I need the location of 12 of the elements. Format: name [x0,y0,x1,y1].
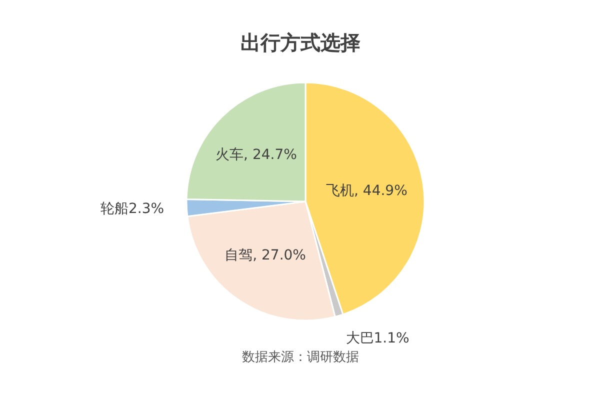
data-label: , 27.0% [252,248,306,264]
slice-label: 轮船 [100,201,129,218]
slice-label: 火车 [216,146,244,163]
data-label: 1.1% [374,330,410,347]
slice-label: 飞机 [326,183,354,200]
slice-label: 大巴 [346,330,374,347]
data-label: , 24.7% [244,146,297,163]
data-label: , 44.9% [354,183,408,200]
slice-label: 自驾 [224,248,253,264]
source-note: 数据来源：调研数据 [242,350,359,365]
data-label: 2.3% [128,201,164,218]
chart-title: 出行方式选择 [240,30,360,54]
